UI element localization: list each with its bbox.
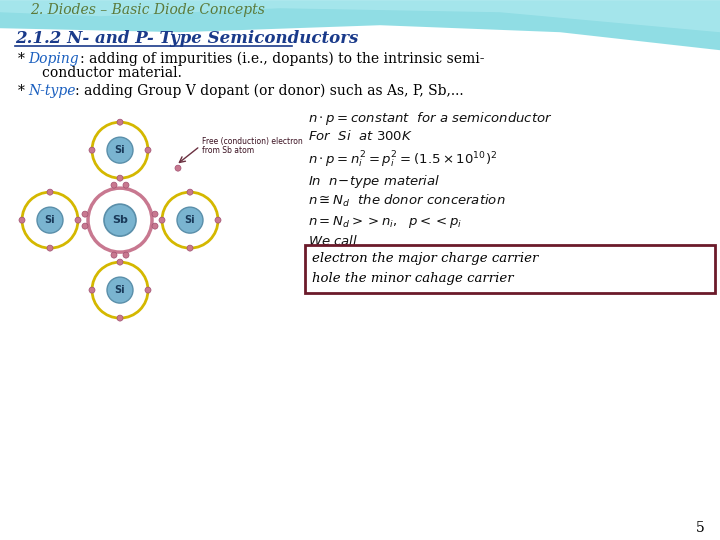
Circle shape [177,207,203,233]
Text: Si: Si [45,215,55,225]
Text: 2. Diodes – Basic Diode Concepts: 2. Diodes – Basic Diode Concepts [30,3,265,17]
Text: $For\ \ Si\ \ at\ 300K$: $For\ \ Si\ \ at\ 300K$ [308,129,413,143]
Text: Doping: Doping [28,52,78,66]
Text: $n = N_d >> n_i,\ \ p << p_i$: $n = N_d >> n_i,\ \ p << p_i$ [308,214,462,230]
Text: conductor material.: conductor material. [42,66,182,80]
Text: $We\ call$: $We\ call$ [308,234,359,248]
Circle shape [82,211,88,217]
Text: *: * [18,52,25,66]
Circle shape [152,211,158,217]
Text: 5: 5 [696,521,704,535]
Circle shape [111,252,117,258]
Text: Free (conduction) electron: Free (conduction) electron [202,137,302,146]
Text: N-type: N-type [28,84,76,98]
Circle shape [89,147,95,153]
Circle shape [107,137,133,163]
Circle shape [215,217,221,223]
Text: Si: Si [114,145,125,155]
Circle shape [175,165,181,171]
Text: $n \cdot p = n_i^2 = p_i^2 = \left(1.5 \times 10^{10}\right)^2$: $n \cdot p = n_i^2 = p_i^2 = \left(1.5 \… [308,150,498,170]
Circle shape [187,189,193,195]
Text: electron the major charge carrier: electron the major charge carrier [312,252,539,265]
Circle shape [117,119,123,125]
Circle shape [111,182,117,188]
Circle shape [19,217,25,223]
Circle shape [47,245,53,251]
Text: $In\ \ n\!-\!type\ material$: $In\ \ n\!-\!type\ material$ [308,173,441,190]
Circle shape [89,287,95,293]
Circle shape [75,217,81,223]
Circle shape [37,207,63,233]
Text: *: * [18,84,25,98]
Circle shape [145,287,151,293]
Circle shape [187,245,193,251]
Circle shape [152,223,158,229]
Circle shape [117,315,123,321]
Text: : adding Group V dopant (or donor) such as As, P, Sb,...: : adding Group V dopant (or donor) such … [75,84,464,98]
Circle shape [159,217,165,223]
Circle shape [104,204,136,236]
Circle shape [82,223,88,229]
Text: 2.1.2 N- and P- Type Semiconductors: 2.1.2 N- and P- Type Semiconductors [15,30,359,47]
Polygon shape [0,0,720,32]
Circle shape [145,147,151,153]
Circle shape [107,277,133,303]
Polygon shape [0,0,720,50]
Text: Si: Si [114,285,125,295]
Circle shape [117,259,123,265]
Text: $n \cdot p = constant\ \ for\ a\ semiconductor$: $n \cdot p = constant\ \ for\ a\ semicon… [308,110,552,127]
Text: Sb: Sb [112,215,128,225]
Circle shape [123,182,129,188]
Circle shape [117,175,123,181]
Text: hole the minor cahage carrier: hole the minor cahage carrier [312,272,513,285]
FancyBboxPatch shape [305,245,715,293]
Text: $n \cong N_d\ \ the\ donor\ conceration$: $n \cong N_d\ \ the\ donor\ conceration$ [308,193,505,209]
Text: Si: Si [185,215,195,225]
Circle shape [123,252,129,258]
Text: from Sb atom: from Sb atom [202,146,254,155]
Circle shape [47,189,53,195]
Text: : adding of impurities (i.e., dopants) to the intrinsic semi-: : adding of impurities (i.e., dopants) t… [80,52,485,66]
